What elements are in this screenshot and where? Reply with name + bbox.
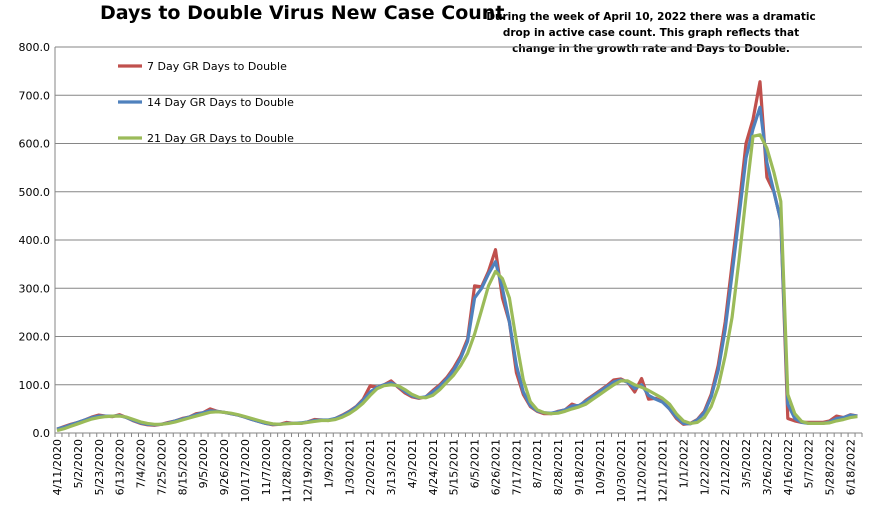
- x-tick-label: 10/9/2021: [594, 439, 607, 495]
- y-tick-label: 200.0: [19, 331, 51, 344]
- y-tick-label: 600.0: [19, 138, 51, 151]
- y-tick-label: 700.0: [19, 89, 51, 102]
- x-tick-label: 8/28/2021: [552, 439, 565, 495]
- x-tick-label: 11/20/2021: [636, 439, 649, 502]
- legend-label: 7 Day GR Days to Double: [147, 60, 287, 73]
- x-tick-label: 8/15/2020: [176, 439, 189, 495]
- x-tick-label: 12/11/2021: [657, 439, 670, 502]
- x-tick-label: 9/18/2021: [573, 439, 586, 495]
- x-tick-label: 6/13/2020: [114, 439, 127, 495]
- x-tick-label: 12/19/2020: [302, 439, 315, 502]
- x-tick-label: 4/3/2021: [406, 439, 419, 488]
- x-tick-label: 5/28/2022: [824, 439, 837, 495]
- x-tick-label: 1/1/2022: [677, 439, 690, 488]
- chart-subtitle: During the week of April 10, 2022 there …: [486, 11, 816, 55]
- legend-label: 14 Day GR Days to Double: [147, 96, 294, 109]
- x-tick-label: 5/23/2020: [93, 439, 106, 495]
- x-tick-label: 7/25/2020: [155, 439, 168, 495]
- x-tick-label: 11/28/2020: [281, 439, 294, 502]
- x-tick-label: 6/18/2022: [844, 439, 857, 495]
- x-tick-label: 7/4/2020: [135, 439, 148, 488]
- x-tick-label: 3/5/2022: [740, 439, 753, 488]
- x-tick-label: 7/17/2021: [510, 439, 523, 495]
- x-tick-label: 2/20/2021: [364, 439, 377, 495]
- x-tick-label: 1/22/2022: [698, 439, 711, 495]
- x-tick-label: 4/11/2020: [51, 439, 64, 495]
- y-tick-label: 100.0: [19, 379, 51, 392]
- x-tick-label: 2/12/2022: [719, 439, 732, 495]
- x-tick-label: 11/7/2020: [260, 439, 273, 495]
- y-tick-label: 0.0: [33, 427, 51, 440]
- x-tick-label: 6/26/2021: [489, 439, 502, 495]
- x-tick-label: 9/5/2020: [197, 439, 210, 488]
- x-tick-label: 10/30/2021: [615, 439, 628, 502]
- x-tick-label: 8/7/2021: [531, 439, 544, 488]
- x-tick-label: 1/9/2021: [322, 439, 335, 488]
- chart-title: Days to Double Virus New Case Count: [100, 2, 505, 24]
- y-tick-label: 300.0: [19, 282, 51, 295]
- x-tick-label: 5/2/2020: [72, 439, 85, 488]
- x-tick-label: 5/15/2021: [448, 439, 461, 495]
- x-tick-label: 3/13/2021: [385, 439, 398, 495]
- y-tick-label: 500.0: [19, 186, 51, 199]
- x-tick-label: 4/16/2022: [782, 439, 795, 495]
- x-tick-label: 3/26/2022: [761, 439, 774, 495]
- y-tick-label: 400.0: [19, 234, 51, 247]
- y-tick-label: 800.0: [19, 41, 51, 54]
- x-tick-label: 10/17/2020: [239, 439, 252, 502]
- x-tick-label: 6/5/2021: [469, 439, 482, 488]
- x-tick-label: 4/24/2021: [427, 439, 440, 495]
- x-tick-label: 9/26/2020: [218, 439, 231, 495]
- legend-label: 21 Day GR Days to Double: [147, 132, 294, 145]
- x-tick-label: 5/7/2022: [803, 439, 816, 488]
- x-tick-label: 1/30/2021: [343, 439, 356, 495]
- series-line-3: [56, 133, 858, 433]
